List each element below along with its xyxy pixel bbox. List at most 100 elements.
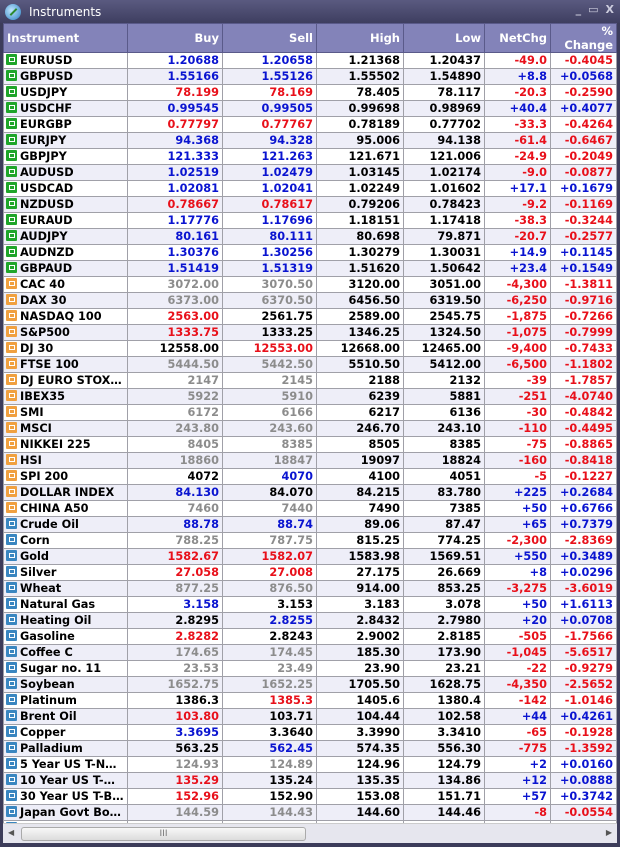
sell-cell[interactable]: 2145 (222, 372, 317, 389)
buy-cell[interactable]: 788.25 (127, 532, 223, 549)
instrument-row[interactable]: GBPJPY 121.333 121.263 121.671 121.006 -24.9-… (3, 148, 617, 165)
sell-cell[interactable]: 124.89 (222, 756, 317, 773)
instrument-name-cell[interactable]: SMI (3, 404, 128, 421)
sell-cell[interactable]: 84.070 (222, 484, 317, 501)
horizontal-scrollbar[interactable]: ◀ III ▶ (3, 823, 617, 843)
instrument-row[interactable]: EURJPY 94.368 94.328 95.006 94.138 -61.4 -0.64… (3, 132, 617, 149)
instrument-name-cell[interactable]: Gold (3, 548, 128, 565)
instrument-row[interactable]: USDCHF 0.99545 0.99505 0.99698 0.98969 +40.4 +… (3, 100, 617, 117)
sell-cell[interactable]: 1.17696 (222, 212, 317, 229)
instrument-row[interactable]: IBEX35 5922 5910 6239 5881 -251 -4.0740 (3, 388, 617, 405)
buy-cell[interactable]: 8405 (127, 436, 223, 453)
instrument-name-cell[interactable]: AUDJPY (3, 228, 128, 245)
instrument-name-cell[interactable]: IBEX35 (3, 388, 128, 405)
instrument-row[interactable]: CAC 40 3072.00 3070.50 3120.00 3051.00 -4,300… (3, 276, 617, 293)
sell-cell[interactable]: 0.99505 (222, 100, 317, 117)
instrument-row[interactable]: Wheat 877.25 876.50 914.00 853.25 -3,275 -3.60… (3, 580, 617, 597)
instrument-row[interactable]: 30 Year US T-Bond 152.96 152.90 153.08 151.7… (3, 788, 617, 805)
instrument-name-cell[interactable]: S&P500 (3, 324, 128, 341)
instrument-row[interactable]: Gold 1582.67 1582.07 1583.98 1569.51 +550 +0.3… (3, 548, 617, 565)
instrument-row[interactable]: AUDJPY 80.161 80.111 80.698 79.871 -20.7 -0.25… (3, 228, 617, 245)
instrument-name-cell[interactable]: HSI (3, 452, 128, 469)
instrument-row[interactable]: Silver 27.058 27.008 27.175 26.669 +8 +0.0296 (3, 564, 617, 581)
instrument-name-cell[interactable]: Soybean (3, 676, 128, 693)
instrument-name-cell[interactable]: Crude Oil (3, 516, 128, 533)
column-header-buy[interactable]: Buy (127, 23, 223, 53)
instrument-name-cell[interactable]: USDCHF (3, 100, 128, 117)
buy-cell[interactable]: 1.30376 (127, 244, 223, 261)
instrument-name-cell[interactable]: GBPAUD (3, 260, 128, 277)
instrument-name-cell[interactable]: Brent Oil (3, 708, 128, 725)
instrument-name-cell[interactable]: DJ EURO STOXX50 (3, 372, 128, 389)
buy-cell[interactable]: 5922 (127, 388, 223, 405)
instrument-name-cell[interactable]: Palladium (3, 740, 128, 757)
sell-cell[interactable]: 12553.00 (222, 340, 317, 357)
column-header-pct-change[interactable]: % Change (550, 23, 617, 53)
sell-cell[interactable]: 5442.50 (222, 356, 317, 373)
sell-cell[interactable]: 7440 (222, 500, 317, 517)
sell-cell[interactable]: 787.75 (222, 532, 317, 549)
instrument-name-cell[interactable]: Sugar no. 11 (3, 660, 128, 677)
buy-cell[interactable]: 6172 (127, 404, 223, 421)
instrument-row[interactable]: EURUSD 1.20688 1.20658 1.21368 1.20437 -49.0-… (3, 52, 617, 69)
instrument-row[interactable]: AUDNZD 1.30376 1.30256 1.30279 1.30031 +14.9 +… (3, 244, 617, 261)
buy-cell[interactable]: 2.8295 (127, 612, 223, 629)
sell-cell[interactable]: 1385.3 (222, 692, 317, 709)
instrument-name-cell[interactable]: Wheat (3, 580, 128, 597)
sell-cell[interactable]: 78.169 (222, 84, 317, 101)
instrument-row[interactable]: DJ 30 12558.00 12553.00 12668.00 12465.00 -9,… (3, 340, 617, 357)
buy-cell[interactable]: 0.77797 (127, 116, 223, 133)
buy-cell[interactable]: 1386.3 (127, 692, 223, 709)
instrument-row[interactable]: 10 Year US T-Not... 135.29 135.24 135.35 134… (3, 772, 617, 789)
instrument-name-cell[interactable]: CHINA A50 (3, 500, 128, 517)
sell-cell[interactable]: 80.111 (222, 228, 317, 245)
instrument-name-cell[interactable]: EURJPY (3, 132, 128, 149)
buy-cell[interactable]: 0.99545 (127, 100, 223, 117)
instrument-row[interactable]: EURO-Bund145.02144.98145.42144.54-58-0.3… (3, 820, 617, 823)
instrument-name-cell[interactable]: 5 Year US T-Notes (3, 756, 128, 773)
instrument-row[interactable]: Palladium 563.25 562.45 574.35 556.30 -775 -1.… (3, 740, 617, 757)
sell-cell[interactable]: 0.78617 (222, 196, 317, 213)
instrument-name-cell[interactable]: DOLLAR INDEX (3, 484, 128, 501)
sell-cell[interactable]: 94.328 (222, 132, 317, 149)
sell-cell[interactable]: 27.008 (222, 564, 317, 581)
buy-cell[interactable]: 121.333 (127, 148, 223, 165)
buy-cell[interactable]: 5444.50 (127, 356, 223, 373)
instrument-name-cell[interactable]: DAX 30 (3, 292, 128, 309)
sell-cell[interactable]: 1582.07 (222, 548, 317, 565)
sell-cell[interactable]: 121.263 (222, 148, 317, 165)
instrument-row[interactable]: USDJPY 78.199 78.169 78.405 78.117 -20.3 -0.25… (3, 84, 617, 101)
scroll-right-arrow-icon[interactable]: ▶ (605, 828, 612, 837)
instrument-row[interactable]: EURAUD 1.17776 1.17696 1.18151 1.17418 -38.3-… (3, 212, 617, 229)
instrument-name-cell[interactable]: FTSE 100 (3, 356, 128, 373)
sell-cell[interactable]: 152.90 (222, 788, 317, 805)
buy-cell[interactable]: 6373.00 (127, 292, 223, 309)
sell-cell[interactable]: 2561.75 (222, 308, 317, 325)
instrument-row[interactable]: SMI 6172 6166 6217 6136 -30 -0.4842 (3, 404, 617, 421)
instrument-row[interactable]: Natural Gas 3.158 3.153 3.183 3.078 +50 +1.611… (3, 596, 617, 613)
buy-cell[interactable]: 152.96 (127, 788, 223, 805)
buy-cell[interactable]: 135.29 (127, 772, 223, 789)
sell-cell[interactable]: 1.55126 (222, 68, 317, 85)
instrument-name-cell[interactable]: Heating Oil (3, 612, 128, 629)
instrument-row[interactable]: USDCAD 1.02081 1.02041 1.02249 1.01602 +17.1 +… (3, 180, 617, 197)
buy-cell[interactable]: 27.058 (127, 564, 223, 581)
sell-cell[interactable]: 876.50 (222, 580, 317, 597)
sell-cell[interactable]: 174.45 (222, 644, 317, 661)
instrument-row[interactable]: Platinum 1386.3 1385.3 1405.6 1380.4 -142 -1.0… (3, 692, 617, 709)
sell-cell[interactable]: 135.24 (222, 772, 317, 789)
sell-cell[interactable]: 23.49 (222, 660, 317, 677)
instrument-name-cell[interactable]: Platinum (3, 692, 128, 709)
instrument-row[interactable]: Brent Oil 103.80 103.71 104.44 102.58 +44 +0.4… (3, 708, 617, 725)
instrument-name-cell[interactable]: AUDNZD (3, 244, 128, 261)
buy-cell[interactable]: 84.130 (127, 484, 223, 501)
instrument-row[interactable]: MSCI 243.80 243.60 246.70 243.10 -110 -0.4495 (3, 420, 617, 437)
instrument-row[interactable]: Corn 788.25 787.75 815.25 774.25 -2,300 -2.836… (3, 532, 617, 549)
buy-cell[interactable]: 18860 (127, 452, 223, 469)
instrument-name-cell[interactable]: Corn (3, 532, 128, 549)
instrument-row[interactable]: DAX 30 6373.00 6370.50 6456.50 6319.50 -6,250… (3, 292, 617, 309)
buy-cell[interactable]: 1.17776 (127, 212, 223, 229)
instrument-row[interactable]: Gasoline 2.8282 2.8243 2.9002 2.8185 -505 -1.7… (3, 628, 617, 645)
buy-cell[interactable]: 1.20688 (127, 52, 223, 69)
maximize-button[interactable]: ▭ (588, 3, 599, 16)
